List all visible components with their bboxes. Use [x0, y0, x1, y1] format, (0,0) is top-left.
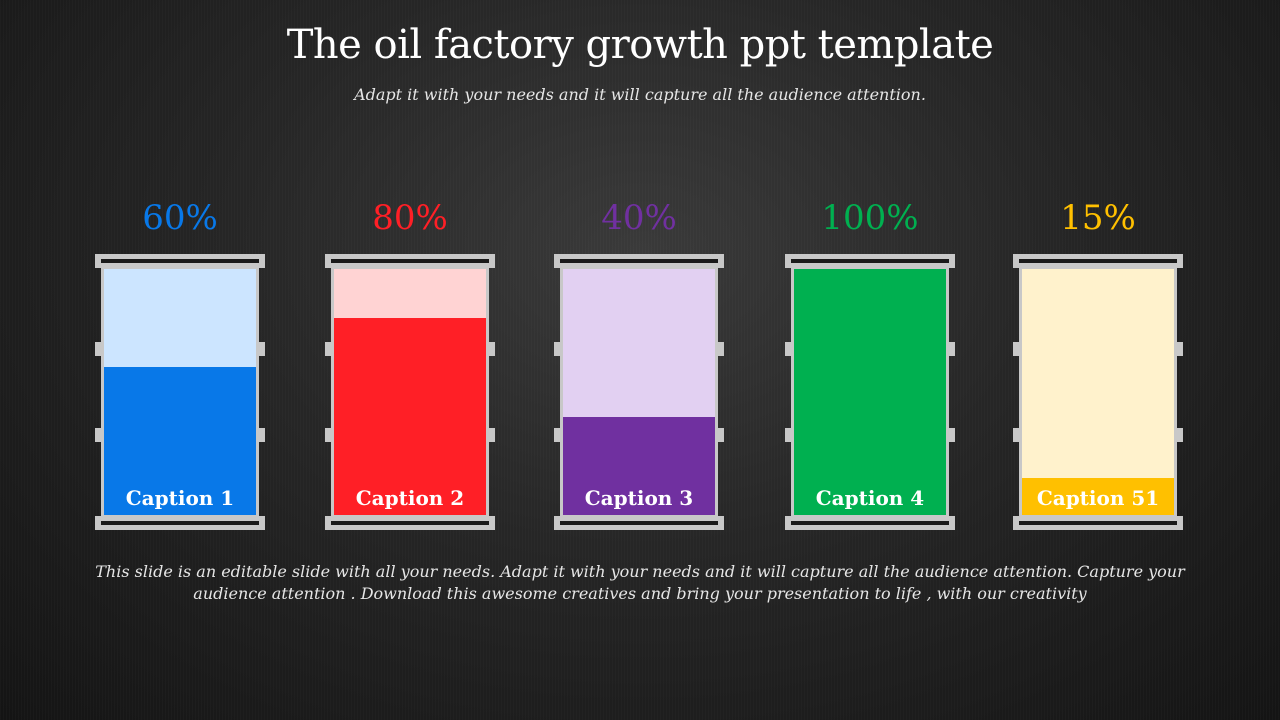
slide-description: This slide is an editable slide with all… [95, 562, 1185, 603]
barrel-body [101, 266, 259, 518]
barrel-side-tab [259, 428, 265, 442]
barrel-body [560, 266, 718, 518]
oil-barrel: Caption 1 [95, 254, 265, 530]
barrel-side-tab [785, 342, 791, 356]
barrel-bottom-rim [95, 516, 265, 530]
barrel-fill-bar [334, 318, 486, 515]
barrel-side-tab [1177, 428, 1183, 442]
barrel-side-tab [489, 342, 495, 356]
barrel-bottom-rim [785, 516, 955, 530]
barrel-bottom-rim [1013, 516, 1183, 530]
percent-label: 60% [142, 198, 218, 238]
barrel-fill-bar [1022, 478, 1174, 515]
barrel-top-rim [325, 254, 495, 268]
barrel-caption: Caption 51 [1036, 486, 1160, 510]
percent-label: 100% [821, 198, 919, 238]
barrel-body [791, 266, 949, 518]
barrel-side-tab [489, 428, 495, 442]
barrel-side-tab [949, 428, 955, 442]
barrel-side-tab [554, 342, 560, 356]
barrel-top-rim [785, 254, 955, 268]
percent-label: 40% [601, 198, 677, 238]
percent-label: 80% [372, 198, 448, 238]
barrel-fill-bar [104, 367, 256, 515]
barrel-body [1019, 266, 1177, 518]
barrel-top-rim [95, 254, 265, 268]
barrel-side-tab [325, 428, 331, 442]
barrel-side-tab [1013, 428, 1019, 442]
oil-barrel: Caption 2 [325, 254, 495, 530]
barrel-caption: Caption 2 [355, 486, 465, 510]
barrel-caption: Caption 3 [584, 486, 694, 510]
barrel-top-rim [1013, 254, 1183, 268]
barrel-side-tab [325, 342, 331, 356]
barrel-empty-space [1022, 269, 1174, 515]
oil-barrel: Caption 3 [554, 254, 724, 530]
barrel-side-tab [95, 342, 101, 356]
barrel-side-tab [718, 342, 724, 356]
barrel-side-tab [554, 428, 560, 442]
barrel-side-tab [1177, 342, 1183, 356]
barrel-fill-bar [794, 269, 946, 515]
barrel-side-tab [785, 428, 791, 442]
barrel-side-tab [259, 342, 265, 356]
barrel-body [331, 266, 489, 518]
slide-title: The oil factory growth ppt template [286, 22, 994, 68]
barrel-fill-bar [563, 417, 715, 515]
oil-barrel: Caption 51 [1013, 254, 1183, 530]
barrel-bottom-rim [554, 516, 724, 530]
slide-subtitle: Adapt it with your needs and it will cap… [354, 85, 926, 104]
barrel-bottom-rim [325, 516, 495, 530]
barrel-side-tab [95, 428, 101, 442]
barrel-side-tab [1013, 342, 1019, 356]
oil-barrel: Caption 4 [785, 254, 955, 530]
barrel-caption: Caption 4 [815, 486, 925, 510]
barrel-side-tab [949, 342, 955, 356]
barrel-side-tab [718, 428, 724, 442]
barrel-top-rim [554, 254, 724, 268]
percent-label: 15% [1060, 198, 1136, 238]
barrel-caption: Caption 1 [125, 486, 235, 510]
